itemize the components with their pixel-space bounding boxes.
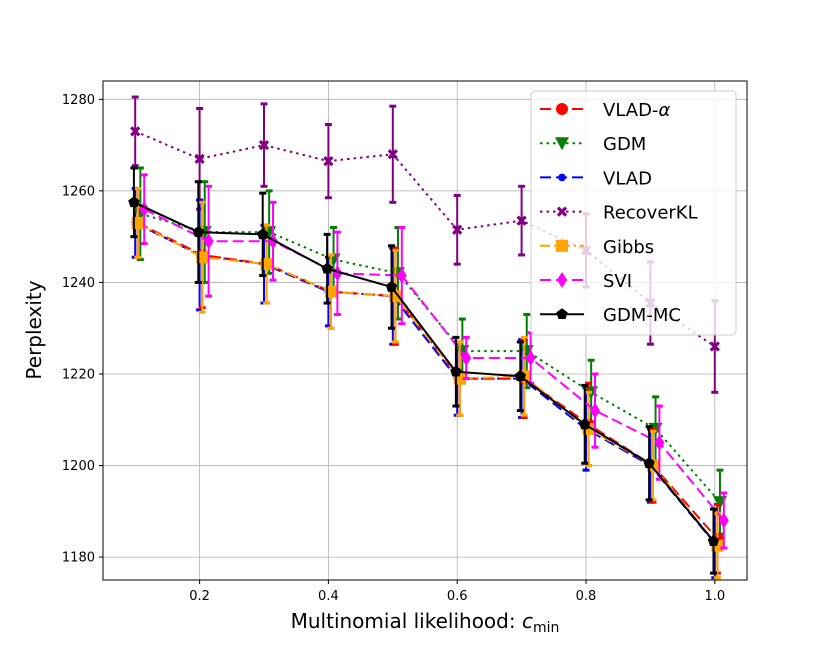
legend-label: SVI — [603, 271, 632, 292]
series-gdm-mc — [128, 166, 720, 575]
data-point — [396, 267, 407, 284]
legend-label-text: SVI — [603, 271, 632, 292]
legend-label-symbol: α — [658, 100, 670, 121]
legend-entry: SVI — [540, 271, 632, 292]
legend-marker — [557, 272, 567, 288]
legend-label: Gibbs — [603, 237, 654, 258]
data-point — [718, 512, 729, 529]
x-tick-label: 1.0 — [704, 589, 725, 604]
x-tick-label: 0.6 — [447, 589, 468, 604]
x-tick-label: 0.4 — [318, 589, 339, 604]
data-point — [321, 262, 333, 274]
data-point — [525, 349, 536, 366]
data-point — [323, 155, 334, 167]
data-point — [385, 281, 398, 292]
data-point — [130, 126, 141, 137]
data-point — [452, 224, 463, 235]
legend-marker — [555, 137, 569, 151]
series-recoverkl — [130, 95, 720, 394]
series-line — [133, 201, 715, 542]
y-tick-label: 1280 — [62, 93, 95, 108]
data-point — [514, 370, 527, 382]
legend-entry: VLAD-α — [540, 100, 670, 121]
legend-marker — [556, 103, 568, 115]
y-tick-label: 1200 — [62, 459, 95, 474]
x-tick-label: 0.8 — [576, 589, 597, 604]
legend-label-text: VLAD — [603, 168, 652, 189]
plot-area-frame — [102, 80, 748, 581]
data-point — [268, 233, 279, 250]
legend-marker — [558, 173, 566, 182]
legend-marker — [556, 206, 568, 217]
x-axis-title: Multinomial likelihood: cmin — [291, 609, 560, 636]
legend-label: RecoverKL — [603, 203, 698, 224]
y-tick-label: 1240 — [62, 276, 95, 291]
legend-label-text: GDM — [603, 134, 646, 155]
series-line — [140, 212, 721, 503]
data-point — [192, 226, 205, 237]
data-point — [258, 139, 270, 151]
legend-entry: Gibbs — [540, 237, 654, 258]
data-point — [461, 349, 472, 366]
series-svi — [139, 173, 729, 550]
legend-label-text: GDM-MC — [603, 305, 681, 326]
data-point — [516, 215, 527, 226]
legend-label: VLAD-α — [603, 100, 670, 121]
y-tick-label: 1260 — [62, 184, 95, 199]
legend-label-text: Gibbs — [603, 237, 654, 258]
data-point — [203, 233, 214, 250]
legend-label: GDM — [603, 134, 646, 155]
legend-marker — [556, 239, 568, 252]
data-point — [709, 341, 720, 352]
data-point — [128, 196, 140, 208]
data-point — [194, 153, 205, 164]
y-tick-label: 1220 — [62, 367, 95, 382]
data-point — [332, 265, 343, 282]
data-point — [590, 402, 601, 419]
legend-label-text: RecoverKL — [603, 203, 698, 224]
data-point — [579, 418, 591, 430]
data-point — [450, 365, 462, 377]
x-tick-label: 0.2 — [189, 589, 210, 604]
legend-entry: GDM — [540, 134, 646, 155]
data-point — [654, 434, 665, 451]
legend-label-text: VLAD- — [603, 100, 658, 121]
data-point — [257, 228, 269, 240]
data-point — [707, 535, 720, 546]
series-layer — [128, 95, 729, 580]
legend-label: GDM-MC — [603, 305, 681, 326]
legend-box — [530, 90, 737, 336]
legend-entry: GDM-MC — [540, 305, 681, 326]
series-line — [143, 208, 725, 522]
legend-entry: RecoverKL — [540, 203, 698, 224]
data-point — [387, 149, 398, 160]
legend-entry: VLAD — [540, 168, 652, 189]
y-axis-title: Perplexity — [22, 280, 46, 379]
axis-ticks: 0.2 0.4 0.6 0.8 1.0 1180 1200 1220 1240 1260 1280 — [62, 93, 725, 604]
legend-label: VLAD — [603, 168, 652, 189]
data-point — [643, 457, 655, 469]
legend: VLAD-α GDM VLAD RecoverKL Gibbs SVI GDM-MC — [530, 90, 737, 336]
legend-marker — [556, 308, 568, 320]
y-tick-label: 1180 — [62, 551, 95, 566]
